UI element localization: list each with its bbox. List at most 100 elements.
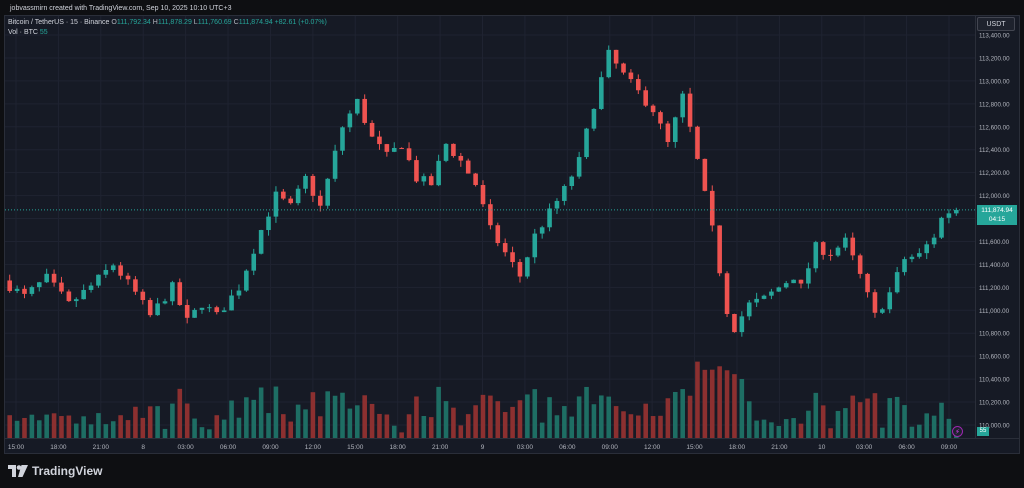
time-tick-label: 18:00 bbox=[729, 444, 746, 451]
candle-body bbox=[554, 200, 560, 209]
time-tick-label: 18:00 bbox=[50, 444, 67, 451]
candle-body bbox=[658, 112, 663, 124]
candle-body bbox=[88, 285, 94, 290]
volume-bar bbox=[636, 415, 641, 438]
currency-button[interactable]: USDT bbox=[977, 17, 1015, 31]
volume-bar bbox=[22, 417, 27, 438]
volume-bar bbox=[835, 410, 841, 438]
volume-bar bbox=[672, 391, 678, 438]
time-axis[interactable] bbox=[4, 439, 1020, 454]
price-tick-label: 112,400.00 bbox=[979, 147, 1010, 154]
volume-bar bbox=[51, 413, 57, 438]
candle-body bbox=[946, 213, 952, 218]
volume-bar bbox=[199, 427, 205, 438]
volume-bar bbox=[843, 408, 848, 438]
candle-body bbox=[199, 307, 205, 310]
price-tick-label: 112,600.00 bbox=[979, 124, 1010, 131]
volume-bar bbox=[939, 402, 944, 438]
volume-bar bbox=[584, 386, 589, 438]
candle-body bbox=[266, 216, 271, 231]
volume-bar bbox=[295, 404, 301, 438]
tradingview-logo[interactable]: TradingView bbox=[8, 462, 102, 480]
volume-bar bbox=[369, 403, 375, 438]
candle-body bbox=[66, 291, 72, 302]
grid-lines bbox=[5, 16, 975, 438]
candle-body bbox=[880, 309, 885, 313]
candle-body bbox=[414, 160, 419, 182]
volume-legend-label[interactable]: Vol · BTC bbox=[8, 29, 38, 36]
candle-body bbox=[451, 143, 456, 156]
volume-bar bbox=[717, 366, 722, 438]
time-tick-label: 09:00 bbox=[262, 444, 279, 451]
time-axis-labels: 15:00 18:00 21:00 8 03:00 06:00 09:00 12:00 15:0… bbox=[8, 444, 958, 451]
price-tick-label: 113,400.00 bbox=[979, 33, 1010, 40]
candle-body bbox=[369, 122, 375, 137]
volume-bar bbox=[865, 398, 870, 438]
volume-bar bbox=[754, 420, 759, 438]
candle-body bbox=[421, 176, 427, 182]
volume-bar bbox=[443, 401, 449, 438]
volume-bar bbox=[569, 416, 575, 438]
candle-body bbox=[184, 305, 190, 318]
candle-body bbox=[310, 175, 316, 196]
last-price-value: 111,874.94 bbox=[981, 206, 1013, 214]
price-tick-label: 111,000.00 bbox=[979, 308, 1010, 315]
volume-bar bbox=[244, 397, 249, 438]
candle-body bbox=[436, 160, 441, 186]
candle-body bbox=[7, 280, 12, 291]
candle-body bbox=[354, 98, 360, 114]
volume-bar bbox=[221, 419, 227, 438]
volume-bar bbox=[73, 423, 79, 438]
price-tick-label: 110,000.00 bbox=[979, 423, 1010, 430]
candle-body bbox=[384, 144, 390, 152]
high-label: H bbox=[152, 19, 158, 26]
candle-body bbox=[36, 282, 42, 288]
volume-bar bbox=[170, 403, 175, 438]
candle-body bbox=[480, 185, 486, 205]
volume-bar bbox=[488, 395, 493, 438]
candle-body bbox=[628, 72, 634, 80]
candle-body bbox=[251, 253, 257, 271]
volume-bar bbox=[399, 432, 404, 438]
volume-bar bbox=[14, 420, 20, 438]
volume-bar bbox=[229, 400, 234, 438]
candle-body bbox=[288, 198, 294, 204]
candle-body bbox=[96, 274, 101, 286]
volume-bar bbox=[591, 404, 597, 438]
candle-body bbox=[532, 233, 538, 258]
candle-body bbox=[170, 282, 175, 302]
candle-body bbox=[214, 307, 220, 313]
volume-bar bbox=[36, 420, 42, 438]
lightning-icon[interactable]: ⚡ bbox=[952, 426, 963, 437]
candle-body bbox=[650, 105, 656, 113]
time-tick-label: 15:00 bbox=[347, 444, 364, 451]
candle-body bbox=[680, 93, 685, 118]
symbol-name[interactable]: Bitcoin / TetherUS · 15 · Binance bbox=[8, 19, 110, 26]
candle-body bbox=[591, 108, 597, 129]
price-tick-label: 112,800.00 bbox=[979, 101, 1010, 108]
volume-bar bbox=[606, 396, 612, 438]
price-axis[interactable] bbox=[976, 15, 1020, 439]
volume-bar bbox=[502, 412, 508, 438]
volume-legend[interactable]: Vol · BTC 55 bbox=[8, 29, 48, 36]
volume-bar bbox=[88, 424, 94, 438]
volume-bar bbox=[29, 414, 35, 438]
close-label: C bbox=[233, 19, 239, 26]
time-tick-label: 03:00 bbox=[856, 444, 873, 451]
candle-body bbox=[133, 279, 138, 292]
volume-bar bbox=[695, 361, 700, 438]
change-value: +82.61 (+0.07%) bbox=[274, 19, 327, 26]
volume-bar bbox=[391, 425, 397, 438]
volume-bars bbox=[7, 361, 959, 438]
volume-bar bbox=[599, 395, 604, 438]
symbol-legend[interactable]: Bitcoin / TetherUS · 15 · Binance O111,7… bbox=[8, 19, 327, 26]
volume-bar bbox=[133, 406, 138, 438]
high-value: 111,878.29 bbox=[157, 19, 192, 26]
candle-body bbox=[783, 283, 789, 288]
time-tick-label: 09:00 bbox=[941, 444, 958, 451]
candle-body bbox=[125, 275, 131, 280]
candle-body bbox=[569, 176, 575, 186]
price-tick-label: 112,200.00 bbox=[979, 170, 1010, 177]
candle-body bbox=[362, 98, 367, 123]
candle-body bbox=[517, 262, 523, 277]
